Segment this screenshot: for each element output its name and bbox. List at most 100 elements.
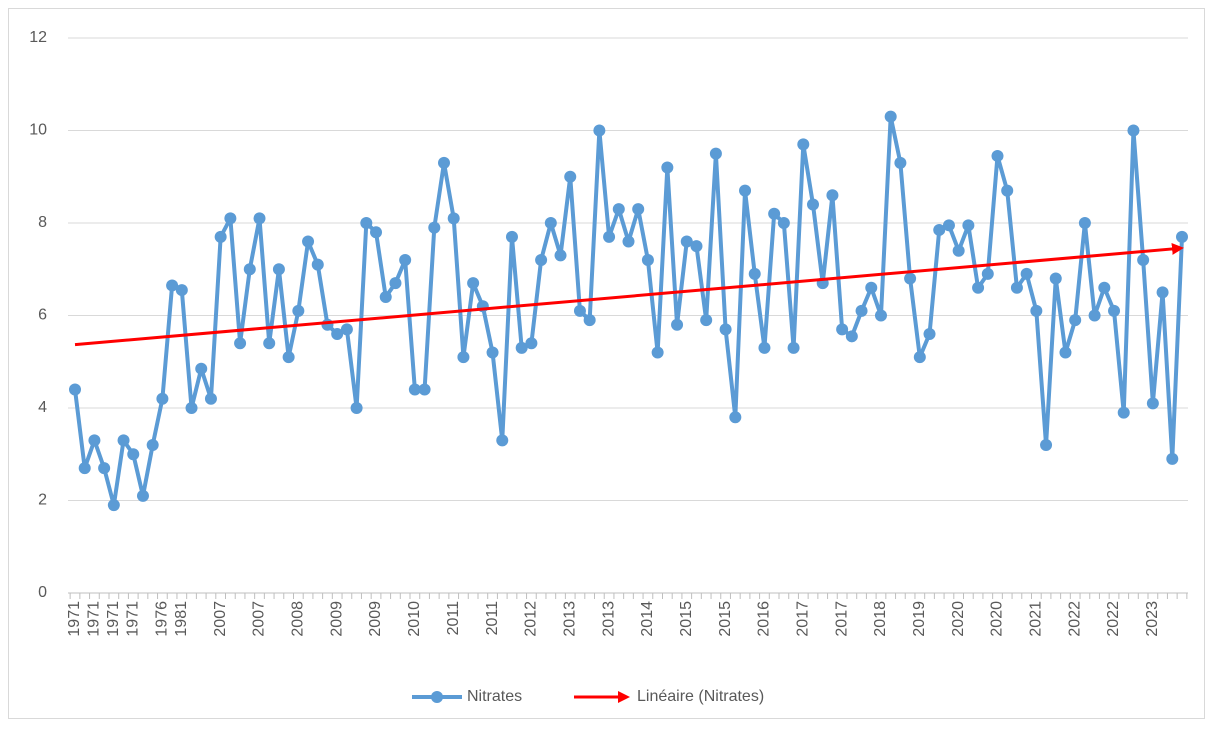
x-tick-label: 2012 bbox=[523, 601, 540, 637]
point bbox=[224, 212, 237, 225]
point bbox=[651, 346, 664, 359]
point bbox=[457, 351, 470, 364]
point bbox=[593, 124, 606, 137]
trendline bbox=[74, 242, 1184, 347]
x-tick-label: 2011 bbox=[445, 601, 462, 636]
point bbox=[719, 323, 732, 336]
point bbox=[962, 219, 975, 232]
point bbox=[399, 254, 412, 266]
y-tick-label: 6 bbox=[38, 307, 47, 324]
point bbox=[923, 328, 936, 340]
y-tick-label: 8 bbox=[38, 214, 47, 231]
point bbox=[612, 203, 625, 216]
x-tick-label: 2021 bbox=[1028, 601, 1045, 637]
x-tick-label: 1971 bbox=[105, 601, 122, 637]
point bbox=[564, 170, 577, 183]
point bbox=[845, 330, 858, 343]
point bbox=[185, 402, 198, 414]
point bbox=[991, 149, 1004, 162]
x-tick-label: 2020 bbox=[989, 601, 1006, 637]
x-tick-label: 2009 bbox=[328, 601, 345, 637]
point bbox=[1030, 304, 1043, 317]
point bbox=[447, 212, 460, 225]
y-tick-label: 10 bbox=[29, 122, 47, 139]
x-tick-label: 2016 bbox=[756, 601, 773, 637]
point bbox=[418, 383, 431, 396]
point bbox=[1146, 397, 1159, 410]
point bbox=[292, 304, 305, 317]
point bbox=[505, 230, 518, 243]
y-tick-label: 0 bbox=[38, 584, 47, 601]
point bbox=[127, 448, 140, 461]
point bbox=[107, 499, 120, 512]
x-tick-label: 2013 bbox=[561, 601, 578, 637]
point bbox=[195, 362, 208, 375]
point bbox=[88, 434, 101, 447]
point bbox=[544, 217, 557, 229]
point bbox=[389, 277, 402, 290]
legend-label: Nitrates bbox=[467, 688, 522, 705]
x-tick-label: 2019 bbox=[911, 601, 928, 637]
point bbox=[408, 383, 421, 396]
chart-border bbox=[8, 8, 1205, 719]
point bbox=[535, 254, 548, 266]
point bbox=[156, 392, 169, 405]
point bbox=[1001, 184, 1014, 197]
point bbox=[874, 309, 887, 322]
point bbox=[486, 346, 499, 359]
point bbox=[826, 189, 839, 202]
point bbox=[136, 489, 149, 502]
point bbox=[243, 263, 256, 276]
point bbox=[1176, 230, 1188, 243]
point bbox=[739, 184, 752, 197]
point bbox=[865, 281, 878, 294]
point bbox=[467, 277, 480, 290]
point bbox=[1059, 346, 1072, 359]
point bbox=[146, 439, 159, 451]
point bbox=[1069, 314, 1082, 327]
point bbox=[438, 156, 450, 169]
point bbox=[175, 284, 188, 297]
point bbox=[69, 383, 81, 396]
point bbox=[933, 223, 946, 236]
point bbox=[1137, 254, 1150, 266]
point bbox=[768, 207, 781, 220]
point bbox=[1078, 217, 1091, 229]
point bbox=[302, 235, 315, 248]
point bbox=[952, 244, 965, 257]
legend-label: Linéaire (Nitrates) bbox=[637, 688, 764, 705]
point bbox=[661, 161, 674, 174]
point bbox=[632, 203, 645, 216]
point bbox=[379, 291, 392, 303]
x-tick-label: 1981 bbox=[173, 601, 190, 637]
point bbox=[1166, 452, 1179, 465]
point bbox=[622, 235, 635, 248]
point bbox=[1040, 439, 1053, 451]
y-tick-label: 2 bbox=[38, 492, 47, 509]
point bbox=[680, 235, 693, 248]
x-tick-label: 2015 bbox=[717, 601, 734, 637]
x-tick-label: 2018 bbox=[872, 601, 889, 637]
point bbox=[1127, 124, 1140, 137]
x-tick-label: 2007 bbox=[251, 601, 268, 637]
point bbox=[758, 341, 771, 354]
point bbox=[777, 217, 790, 229]
x-tick-label: 2015 bbox=[678, 601, 695, 637]
x-tick-label: 2010 bbox=[406, 601, 423, 637]
point bbox=[272, 263, 285, 276]
point bbox=[204, 392, 217, 405]
point bbox=[797, 138, 810, 151]
point bbox=[98, 462, 111, 475]
point bbox=[807, 198, 819, 211]
point bbox=[428, 221, 441, 234]
point bbox=[1010, 281, 1023, 294]
point bbox=[321, 318, 334, 331]
y-tick-label: 12 bbox=[29, 29, 47, 46]
point bbox=[360, 217, 373, 229]
x-tick-label: 2009 bbox=[367, 601, 384, 637]
point bbox=[78, 462, 91, 475]
point bbox=[1049, 272, 1062, 285]
point bbox=[972, 281, 985, 294]
point bbox=[1117, 406, 1130, 419]
x-tick-label: 2023 bbox=[1144, 601, 1161, 637]
